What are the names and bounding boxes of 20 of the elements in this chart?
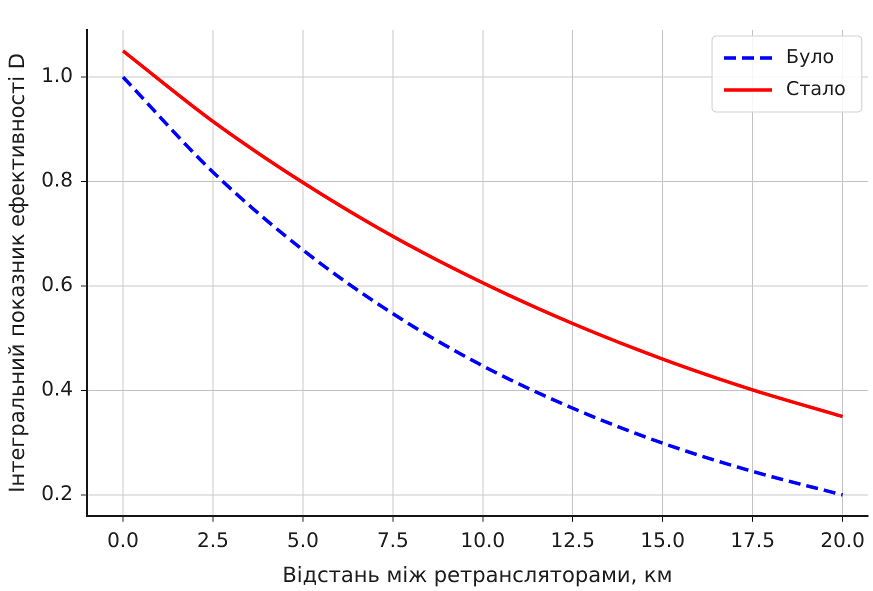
line-series <box>121 75 844 497</box>
y-tick-label: 0.8 <box>41 168 74 192</box>
y-tick-label: 0.2 <box>41 481 74 506</box>
x-axis-title: Відстань між ретрансляторами, км <box>282 562 672 587</box>
x-tick-label: 0.0 <box>107 528 139 552</box>
legend-label: Стало <box>786 78 846 100</box>
x-tick-label: 5.0 <box>286 528 319 552</box>
y-tick-label: 0.6 <box>41 272 74 296</box>
y-axis-title: Інтегральний показник ефективності D <box>5 53 30 493</box>
x-tick-label: 20.0 <box>820 528 865 552</box>
y-tick-label: 1.0 <box>41 63 74 88</box>
x-tick-label: 2.5 <box>197 528 229 552</box>
x-tick-label: 15.0 <box>640 528 685 552</box>
x-tick-label: 12.5 <box>550 528 596 552</box>
x-tick-label: 17.5 <box>730 528 775 552</box>
legend-label: Було <box>786 46 834 68</box>
x-tick-label: 7.5 <box>376 528 409 552</box>
x-tick-label: 10.0 <box>460 528 506 552</box>
y-tick-label: 0.4 <box>41 376 74 401</box>
line-series <box>121 49 844 418</box>
